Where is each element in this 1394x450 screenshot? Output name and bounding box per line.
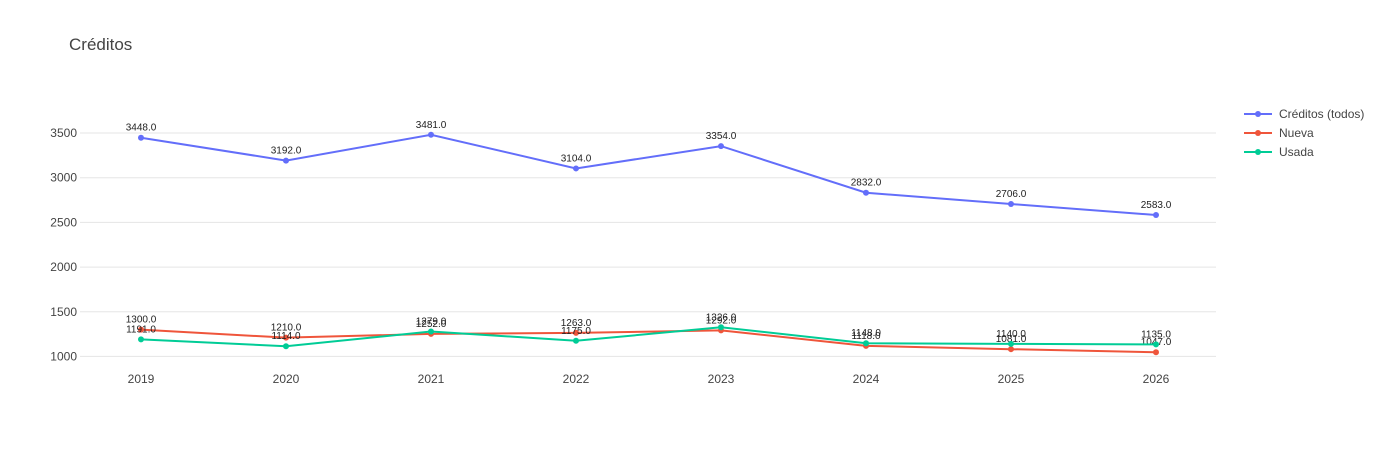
data-label: 1279.0 xyxy=(416,316,447,327)
series-line xyxy=(140,133,1157,216)
data-point xyxy=(138,134,144,141)
data-label: 1140.0 xyxy=(996,329,1026,340)
data-point xyxy=(283,343,289,350)
data-label: 1263.0 xyxy=(561,318,592,329)
legend-swatch-marker xyxy=(1255,111,1261,117)
data-point xyxy=(1008,346,1014,353)
data-label: 3192.0 xyxy=(271,146,302,157)
data-label: 3448.0 xyxy=(126,123,157,134)
legend-item: Nueva xyxy=(1244,126,1314,140)
data-label: 1210.0 xyxy=(271,323,302,334)
data-point xyxy=(573,337,579,344)
y-tick-label: 1500 xyxy=(50,305,77,319)
data-label: 1252.0 xyxy=(416,319,447,330)
data-label: 2832.0 xyxy=(851,178,882,189)
data-label: 1191.0 xyxy=(126,324,156,335)
legend: Créditos (todos) Nueva Usada xyxy=(1244,107,1364,159)
data-label: 1148.0 xyxy=(851,328,881,339)
y-tick-label: 3500 xyxy=(50,126,77,140)
data-label: 2583.0 xyxy=(1141,200,1172,211)
x-tick-label: 2024 xyxy=(853,372,880,386)
y-tick-label: 2500 xyxy=(50,215,77,229)
x-tick-label: 2021 xyxy=(418,372,445,386)
data-label: 1135.0 xyxy=(1141,329,1171,340)
data-label: 1114.0 xyxy=(271,331,301,342)
data-point xyxy=(573,165,579,172)
x-tick-label: 2023 xyxy=(708,372,735,386)
data-point xyxy=(283,157,289,164)
x-tick-label: 2026 xyxy=(1143,372,1170,386)
data-point xyxy=(428,131,434,138)
y-tick-label: 1000 xyxy=(50,349,77,363)
x-tick-label: 2025 xyxy=(998,372,1025,386)
legend-swatch-marker xyxy=(1255,149,1261,155)
x-tick-label: 2020 xyxy=(273,372,300,386)
data-point xyxy=(1153,341,1159,348)
grid-layer xyxy=(80,132,1216,357)
x-tick-label: 2019 xyxy=(128,372,155,386)
y-tick-label: 2000 xyxy=(50,260,77,274)
legend-label: Nueva xyxy=(1279,126,1314,140)
data-point xyxy=(283,334,289,341)
data-label: 3104.0 xyxy=(561,153,592,164)
data-label: 1175.0 xyxy=(561,326,591,337)
x-tick-label: 2022 xyxy=(563,372,590,386)
series-0: 3448.0 3192.0 3481.0 3104.0 3354.0 2832.0 2706… xyxy=(126,120,1172,218)
data-point xyxy=(863,189,869,196)
data-point xyxy=(1153,211,1159,218)
data-point xyxy=(138,336,144,343)
data-point xyxy=(1153,349,1159,356)
data-label: 3354.0 xyxy=(706,131,737,142)
data-label: 1081.0 xyxy=(996,334,1027,345)
data-label: 1292.0 xyxy=(706,315,737,326)
legend-label: Créditos (todos) xyxy=(1279,107,1364,121)
legend-swatch-marker xyxy=(1255,130,1261,136)
data-point xyxy=(1008,340,1014,347)
data-label: 1326.0 xyxy=(706,312,737,323)
x-axis: 2019 2020 2021 2022 2023 2024 2025 2026 xyxy=(128,372,1170,386)
chart-title: Créditos xyxy=(69,35,132,54)
data-label: 3481.0 xyxy=(416,120,447,131)
series-line xyxy=(140,328,1157,354)
legend-item: Usada xyxy=(1244,145,1314,159)
data-point xyxy=(1008,201,1014,207)
data-label: 1300.0 xyxy=(126,315,157,326)
data-point xyxy=(718,324,724,331)
data-point xyxy=(718,143,724,150)
data-label: 1118.0 xyxy=(851,331,881,342)
series-line xyxy=(140,326,1157,348)
data-point xyxy=(863,340,869,347)
data-point xyxy=(138,326,144,333)
y-tick-label: 3000 xyxy=(50,171,77,185)
data-label: 2706.0 xyxy=(996,189,1027,200)
series-2: 1191.0 1114.0 1279.0 1175.0 1326.0 1148.0 1140… xyxy=(126,312,1171,350)
series-layer: 3448.0 3192.0 3481.0 3104.0 3354.0 2832.0 2706… xyxy=(126,120,1172,356)
data-point xyxy=(573,329,579,336)
legend-label: Usada xyxy=(1279,145,1314,159)
y-axis: 1000 1500 2000 2500 3000 3500 xyxy=(50,126,77,363)
legend-item: Créditos (todos) xyxy=(1244,107,1364,121)
data-point xyxy=(428,328,434,335)
